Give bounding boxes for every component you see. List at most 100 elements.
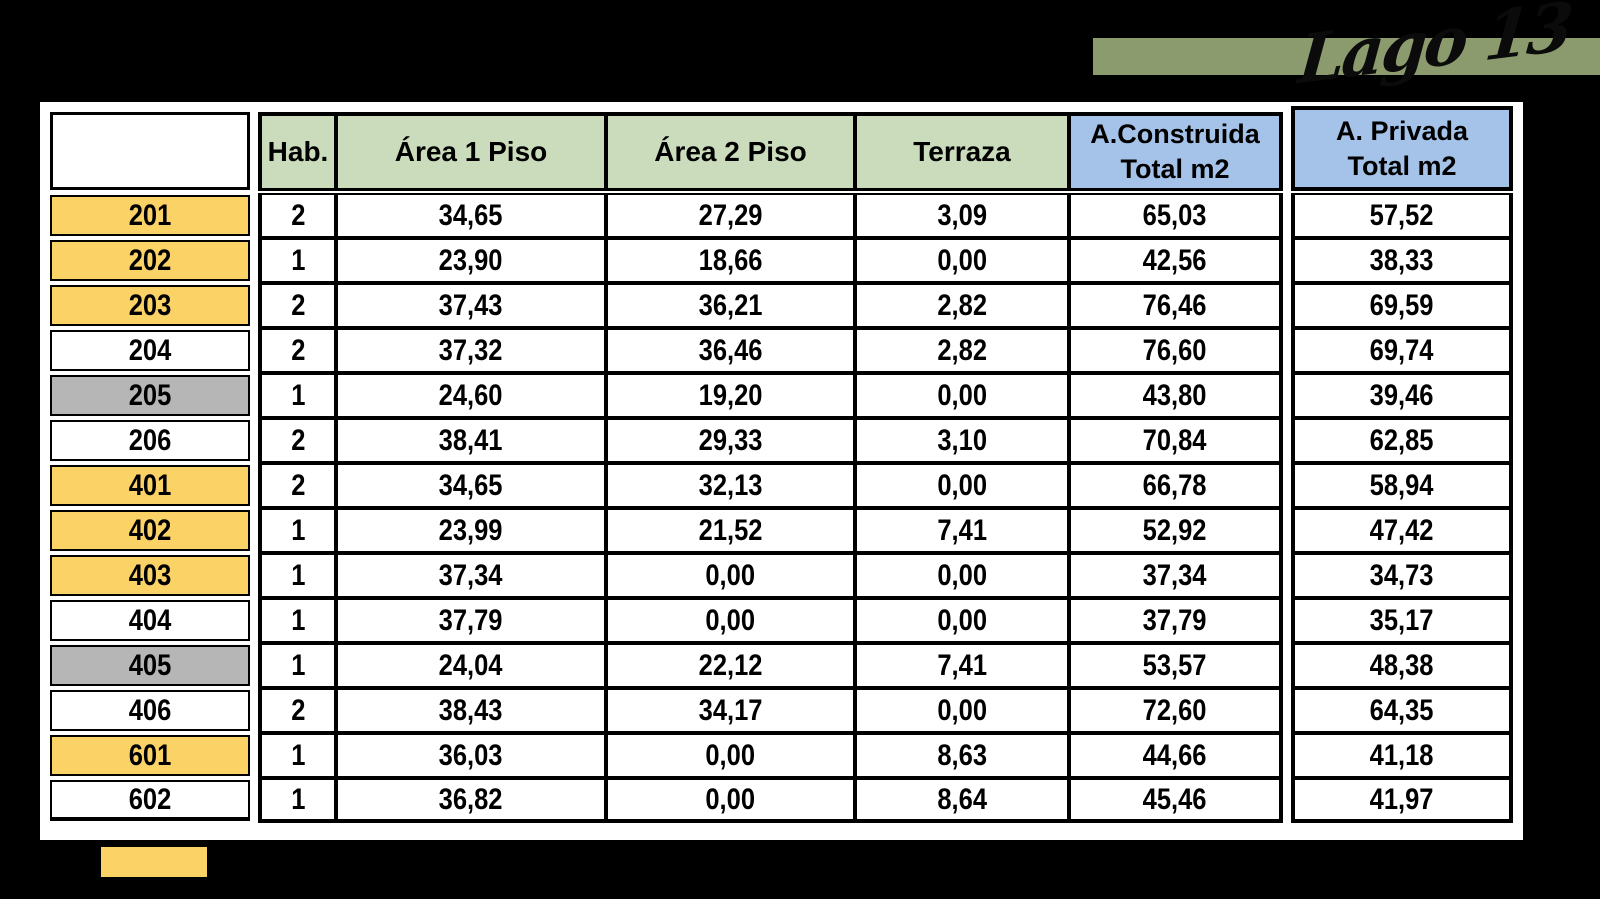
area2-value: 0,00 — [705, 738, 756, 772]
area1-value: 38,41 — [439, 423, 503, 457]
construida-cell: 53,57 — [1069, 643, 1283, 688]
area1-cell: 36,82 — [336, 778, 606, 823]
area2-value: 22,12 — [698, 648, 763, 682]
unit-cell: 406 — [50, 690, 250, 731]
area2-value: 36,21 — [698, 288, 763, 322]
privada-cell: 57,52 — [1291, 193, 1513, 238]
construida-cell: 72,60 — [1069, 688, 1283, 733]
privada-cell: 38,33 — [1291, 238, 1513, 283]
construida-value: 42,56 — [1143, 243, 1207, 277]
privada-cell: 62,85 — [1291, 418, 1513, 463]
privada-cell: 48,38 — [1291, 643, 1513, 688]
column-header-terraza-label: Terraza — [913, 136, 1011, 167]
legend-swatch-gold — [101, 847, 207, 877]
construida-cell: 76,60 — [1069, 328, 1283, 373]
area2-cell: 32,13 — [606, 463, 855, 508]
area2-cell: 0,00 — [606, 778, 855, 823]
area1-value: 23,99 — [439, 513, 503, 547]
unit-value: 401 — [128, 468, 172, 502]
unit-value: 201 — [128, 198, 172, 232]
hab-cell: 2 — [258, 463, 336, 508]
area2-cell: 36,46 — [606, 328, 855, 373]
unit-value: 205 — [128, 378, 172, 412]
unit-value: 204 — [128, 333, 172, 367]
unit-value: 405 — [128, 648, 172, 682]
hab-value: 1 — [290, 603, 306, 637]
construida-value: 76,46 — [1143, 288, 1207, 322]
terraza-cell: 7,41 — [855, 508, 1069, 553]
privada-value: 35,17 — [1370, 603, 1434, 637]
hab-value: 1 — [290, 738, 306, 772]
construida-value: 53,57 — [1143, 648, 1207, 682]
terraza-value: 8,64 — [937, 782, 987, 816]
privada-value: 69,74 — [1370, 333, 1434, 367]
area1-value: 37,79 — [439, 603, 503, 637]
area2-value: 34,17 — [698, 693, 763, 727]
privada-cell: 34,73 — [1291, 553, 1513, 598]
construida-cell: 70,84 — [1069, 418, 1283, 463]
unit-value: 602 — [128, 782, 172, 816]
privada-value: 39,46 — [1370, 378, 1434, 412]
hab-cell: 2 — [258, 328, 336, 373]
logo-script: Lago 13 — [1295, 0, 1574, 100]
area2-cell: 19,20 — [606, 373, 855, 418]
hab-value: 2 — [290, 468, 306, 502]
column-header-construida: A.Construida Total m2 — [1069, 112, 1283, 191]
area1-value: 37,43 — [439, 288, 503, 322]
unit-cell: 402 — [50, 510, 250, 551]
area1-value: 36,82 — [439, 782, 503, 816]
column-header-area2-label: Área 2 Piso — [654, 136, 807, 167]
hab-cell: 1 — [258, 643, 336, 688]
area1-value: 34,65 — [439, 198, 503, 232]
area1-cell: 24,60 — [336, 373, 606, 418]
unit-cell: 403 — [50, 555, 250, 596]
construida-value: 44,66 — [1143, 738, 1207, 772]
area1-value: 38,43 — [439, 693, 503, 727]
unit-cell: 401 — [50, 465, 250, 506]
hab-cell: 2 — [258, 688, 336, 733]
privada-cell: 41,18 — [1291, 733, 1513, 778]
terraza-cell: 7,41 — [855, 643, 1069, 688]
terraza-value: 0,00 — [937, 243, 987, 277]
area2-cell: 18,66 — [606, 238, 855, 283]
terraza-cell: 0,00 — [855, 373, 1069, 418]
area1-cell: 38,43 — [336, 688, 606, 733]
privada-value: 41,97 — [1370, 782, 1434, 816]
area2-value: 0,00 — [705, 558, 756, 592]
area2-value: 29,33 — [698, 423, 763, 457]
terraza-value: 3,10 — [937, 423, 987, 457]
terraza-value: 0,00 — [937, 693, 987, 727]
column-header-area1-label: Área 1 Piso — [394, 136, 548, 167]
construida-cell: 52,92 — [1069, 508, 1283, 553]
construida-cell: 65,03 — [1069, 193, 1283, 238]
privada-cell: 41,97 — [1291, 778, 1513, 823]
area2-cell: 34,17 — [606, 688, 855, 733]
unit-cell: 405 — [50, 645, 250, 686]
area2-cell: 0,00 — [606, 553, 855, 598]
terraza-cell: 0,00 — [855, 598, 1069, 643]
construida-cell: 66,78 — [1069, 463, 1283, 508]
terraza-value: 7,41 — [937, 648, 987, 682]
terraza-cell: 0,00 — [855, 553, 1069, 598]
hab-cell: 1 — [258, 238, 336, 283]
area2-cell: 27,29 — [606, 193, 855, 238]
hab-value: 1 — [290, 558, 306, 592]
column-header-area1: Área 1 Piso — [336, 112, 606, 191]
terraza-cell: 0,00 — [855, 688, 1069, 733]
area1-cell: 38,41 — [336, 418, 606, 463]
privada-value: 69,59 — [1370, 288, 1434, 322]
area2-cell: 0,00 — [606, 598, 855, 643]
area1-cell: 23,90 — [336, 238, 606, 283]
construida-value: 65,03 — [1143, 198, 1207, 232]
area2-value: 32,13 — [698, 468, 763, 502]
terraza-value: 2,82 — [937, 288, 987, 322]
hab-value: 1 — [290, 513, 306, 547]
column-header-hab: Hab. — [258, 112, 336, 191]
area2-cell: 29,33 — [606, 418, 855, 463]
unit-cell: 602 — [50, 780, 250, 821]
construida-cell: 43,80 — [1069, 373, 1283, 418]
terraza-value: 3,09 — [937, 198, 987, 232]
terraza-value: 7,41 — [937, 513, 987, 547]
column-header-privada: A. Privada Total m2 — [1291, 106, 1513, 191]
hab-value: 1 — [290, 243, 306, 277]
